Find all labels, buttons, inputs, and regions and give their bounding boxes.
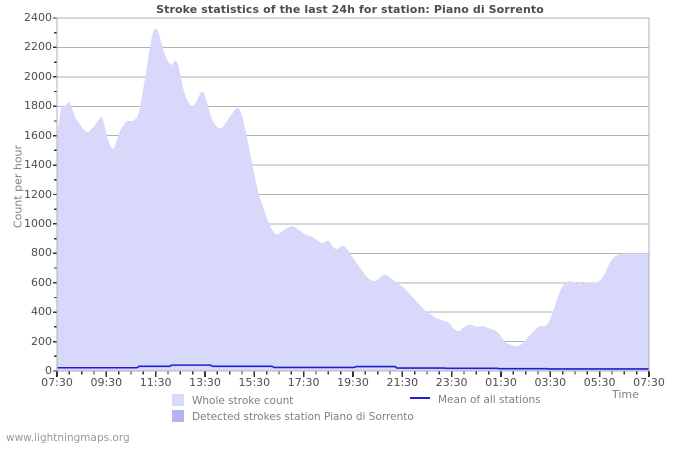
- y-tick-label: 0: [45, 364, 52, 377]
- x-tick-label: 07:30: [41, 376, 73, 389]
- legend-swatch-icon: [172, 410, 184, 422]
- y-tick-label: 2000: [24, 69, 52, 83]
- x-tick-label: 01:30: [485, 376, 517, 389]
- y-tick-label: 600: [31, 275, 52, 289]
- y-tick-label: 1000: [24, 216, 52, 230]
- x-tick-label: 13:30: [189, 376, 221, 389]
- y-tick-label: 800: [31, 246, 52, 260]
- x-tick-label: 05:30: [583, 376, 616, 389]
- x-tick-label: 23:30: [435, 376, 468, 389]
- plot-frame: [56, 17, 650, 372]
- legend-item-whole-stroke-count: Whole stroke count: [172, 394, 293, 407]
- x-axis-label: Time: [612, 388, 639, 401]
- y-tick-label: 1400: [24, 158, 52, 172]
- legend-label: Whole stroke count: [192, 395, 294, 407]
- footer-attribution: www.lightningmaps.org: [6, 432, 130, 444]
- y-tick-label: 1600: [24, 128, 52, 142]
- y-axis-tick-labels: 0 200 400 600 800 1000 1200 1400 1600 1800 2000 220…: [0, 0, 52, 450]
- y-tick-label: 1200: [24, 187, 52, 201]
- legend-swatch-icon: [172, 394, 184, 406]
- x-tick-label: 09:30: [90, 376, 123, 389]
- x-tick-label: 19:30: [337, 376, 369, 389]
- chart-title: Stroke statistics of the last 24h for st…: [156, 3, 544, 16]
- x-tick-label: 07:30: [633, 376, 665, 389]
- x-tick-label: 11:30: [139, 376, 172, 389]
- x-tick-label: 21:30: [386, 376, 419, 389]
- y-tick-label: 2200: [24, 40, 52, 54]
- axis-ticks: [53, 17, 650, 377]
- legend-item-mean-of-all-stations: Mean of all stations: [410, 394, 541, 406]
- y-tick-label: 1800: [24, 99, 52, 113]
- legend-item-detected-strokes: Detected strokes station Piano di Sorren…: [172, 410, 414, 423]
- legend-label: Detected strokes station Piano di Sorren…: [192, 411, 414, 423]
- legend-line-icon: [410, 397, 430, 399]
- x-tick-label: 17:30: [287, 376, 320, 389]
- x-tick-label: 15:30: [238, 376, 271, 389]
- x-tick-label: 03:30: [534, 376, 567, 389]
- y-tick-label: 2400: [24, 11, 52, 24]
- y-tick-label: 200: [31, 334, 52, 348]
- data-series: [57, 28, 649, 372]
- y-tick-label: 400: [31, 305, 52, 319]
- chart-legend: Whole stroke count Detected strokes stat…: [0, 392, 700, 432]
- legend-label: Mean of all stations: [438, 394, 541, 406]
